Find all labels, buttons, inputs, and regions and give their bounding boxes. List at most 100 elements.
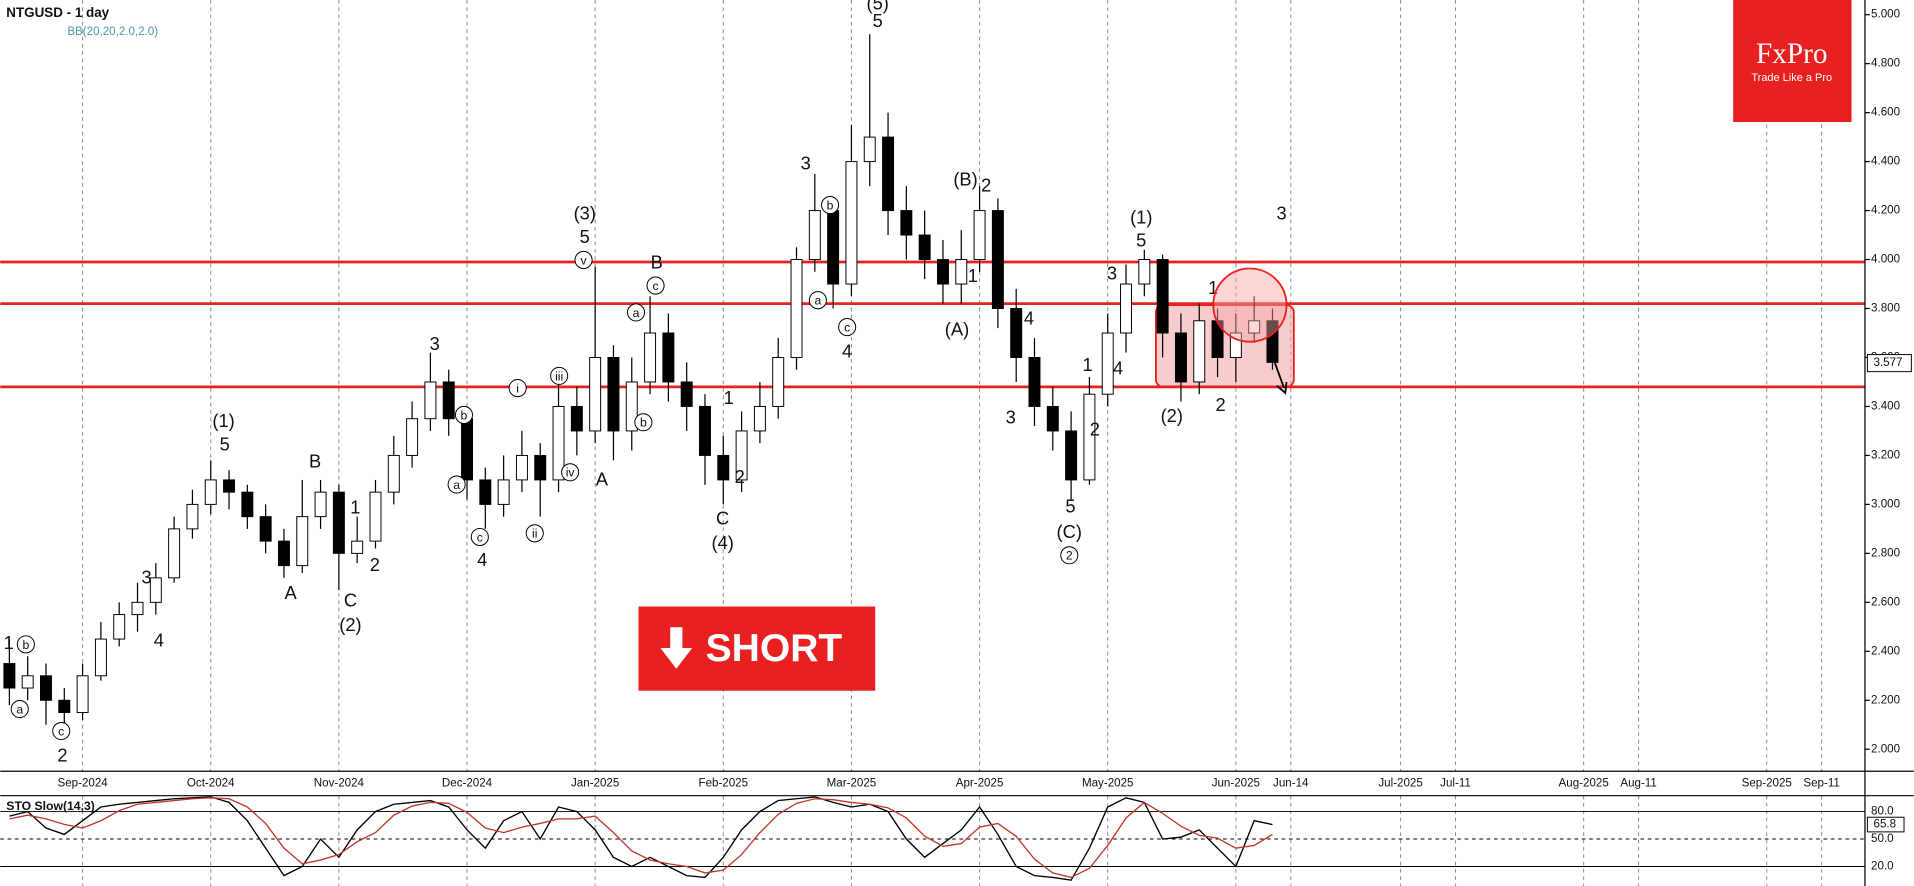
wave-label: c — [477, 530, 483, 544]
candle-body — [827, 210, 840, 285]
last-price-label: 3.577 — [1874, 357, 1903, 369]
candle-body — [424, 381, 437, 420]
candle-body — [149, 577, 162, 603]
wave-label-circle — [454, 405, 473, 424]
candle-body — [76, 675, 89, 714]
wave-label: (4) — [711, 532, 733, 553]
candle-body — [790, 259, 803, 358]
wave-label: (1) — [1130, 206, 1152, 227]
wave-label: a — [633, 306, 640, 320]
candle-body — [259, 516, 272, 542]
wave-label-circle — [821, 195, 840, 215]
wave-label-circle — [550, 366, 569, 385]
wave-label: 2 — [57, 744, 67, 765]
wave-label: 4 — [1024, 308, 1034, 329]
stochastic-line — [9, 796, 1273, 881]
candle-body — [1248, 320, 1261, 334]
candle-body — [570, 405, 583, 432]
wave-label: 1 — [350, 497, 360, 518]
wave-label-circle — [447, 475, 466, 494]
candle-body — [186, 503, 199, 530]
wave-label: 1 — [1082, 354, 1092, 375]
logo-name: FxPro — [1756, 38, 1828, 70]
candle-body — [1266, 320, 1279, 363]
candle-body — [717, 454, 730, 481]
wave-label: (C) — [1057, 521, 1082, 542]
candle-body — [1193, 320, 1206, 383]
wave-label: a — [453, 478, 460, 492]
grid: Sep-2024 Oct-2024 Nov-2024 Dec-2024 Jan-2025… — [0, 0, 1865, 886]
wave-label: iii — [555, 369, 563, 383]
candle-body — [1010, 308, 1023, 358]
wave-label: A — [285, 582, 298, 603]
last-price-box — [1866, 354, 1912, 373]
candle-body — [936, 259, 949, 285]
wave-label: (1) — [212, 410, 234, 431]
wave-label: a — [814, 294, 821, 308]
wave-label: b — [640, 416, 647, 430]
wave-label-circle — [525, 524, 544, 543]
candle-body — [1138, 259, 1151, 285]
wave-label-circle — [16, 635, 35, 654]
x-tick-label: Nov-2024 — [314, 778, 365, 790]
candle-body — [662, 332, 675, 383]
wave-label: (2) — [339, 614, 361, 635]
candle-body — [515, 454, 528, 481]
candle-body — [461, 418, 473, 481]
candle-body — [534, 454, 547, 481]
wave-label: (A) — [945, 319, 969, 340]
stochastic-title: STO Slow(14,3) — [6, 799, 95, 813]
candle-body — [497, 479, 510, 505]
candle-body — [131, 601, 144, 616]
candle-body — [1083, 393, 1096, 481]
wave-label: B — [309, 450, 321, 471]
wave-label: 3 — [142, 566, 152, 587]
candle-body — [680, 381, 693, 407]
candle-body — [351, 540, 364, 554]
wave-label: 4 — [154, 630, 164, 651]
current-value-box — [1866, 816, 1905, 833]
candle-body — [991, 210, 1004, 310]
y-tick-label: 4.000 — [1871, 254, 1900, 266]
wave-label-circle — [508, 379, 527, 398]
wave-label: B — [651, 251, 663, 272]
y-tick-label: 3.400 — [1871, 401, 1900, 413]
y-tick-label: 2.000 — [1871, 743, 1900, 755]
candle-body — [845, 161, 858, 285]
plot: 1 bac234(1)5BA12C(2)3bac4iiiiiiivv(3)5Bca… — [0, 0, 1865, 881]
wave-label-circle — [561, 463, 580, 482]
candle-body — [3, 663, 16, 689]
y-tick-label: 2.600 — [1871, 596, 1900, 608]
signal-text: SHORT — [706, 627, 843, 670]
candle-body — [241, 491, 254, 518]
candle-body — [625, 381, 638, 432]
candle-body — [589, 356, 602, 432]
chart-title: NTGUSD - 1 day — [6, 5, 109, 20]
candle-body — [735, 430, 748, 481]
wave-label: c — [653, 279, 659, 293]
candle-body — [607, 356, 620, 432]
x-tick-label: Aug-11 — [1620, 778, 1656, 790]
y-tick-label: 5.000 — [1871, 9, 1900, 21]
candle-body — [406, 418, 419, 456]
wave-label: 3 — [1107, 262, 1117, 283]
y-tick-label: 4.600 — [1871, 107, 1900, 119]
wave-label: c — [58, 724, 64, 738]
candle-body — [552, 405, 565, 481]
y-tick-label: 2.400 — [1871, 645, 1900, 657]
x-tick-label: May-2025 — [1082, 778, 1133, 790]
wave-label: 1 — [1208, 277, 1218, 298]
wave-label-circle — [808, 291, 827, 310]
candle-body — [223, 479, 236, 493]
candle-body — [1229, 332, 1242, 358]
wave-label: C — [716, 508, 729, 529]
candle-body — [113, 614, 126, 640]
candle-body — [699, 405, 711, 456]
wave-label: a — [16, 702, 23, 716]
candle-body — [332, 491, 345, 554]
wave-label-circle — [646, 276, 665, 295]
wave-label: 2 — [1066, 549, 1073, 563]
wave-label: 3 — [1006, 406, 1016, 427]
signal-arrow — [660, 627, 693, 669]
